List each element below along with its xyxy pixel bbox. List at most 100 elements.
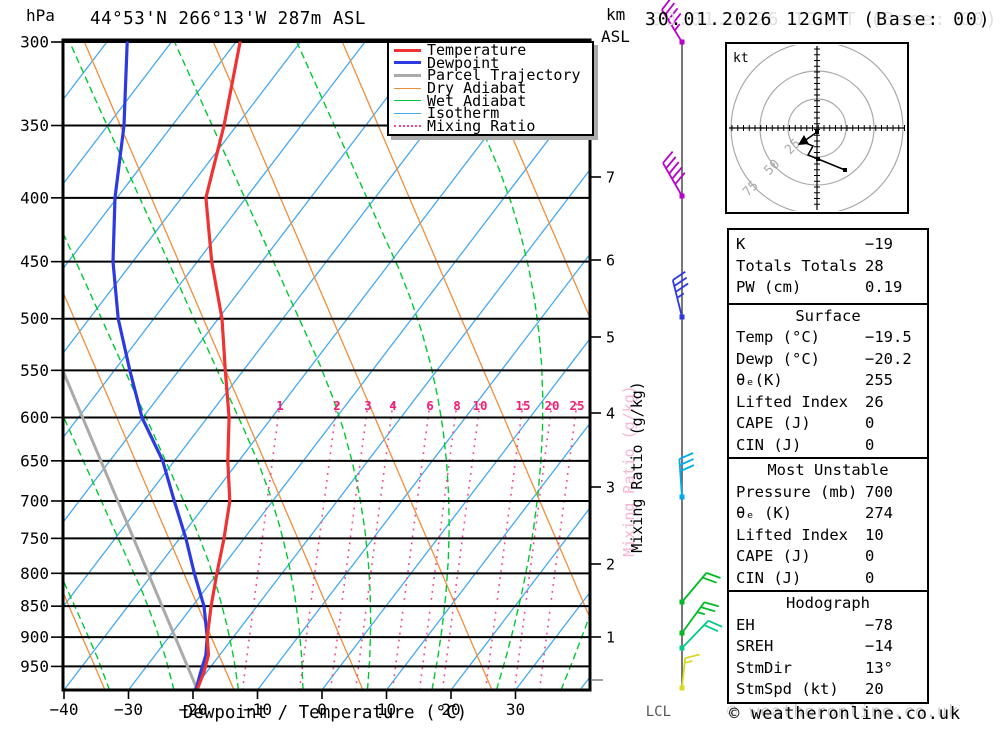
table-row-value: −19.5 [865,328,912,346]
temperature-tick-label: 0 [317,700,327,719]
sounding-indices-table: K −19 Totals Totals 28 PW (cm) 0.19 Surface Tem… [727,228,929,704]
table-row-value: 20 [865,680,884,698]
pressure-tick-label: 550 [20,361,49,380]
parcel_trajectory-curve [63,368,199,690]
altitude-tick-label: 2 [606,556,615,574]
wet-adiabat-line [68,40,304,690]
wet-adiabat-line [948,40,1000,690]
hodograph-ring-label: 75 [740,178,762,200]
table-row: Pressure (mb) 700 [729,482,927,504]
table-row-label: θₑ (K) [736,504,792,522]
hodograph-unit-label: kt [733,51,749,66]
table-row: θₑ(K) 255 [729,370,927,392]
table-row-value: 28 [865,256,884,275]
wind-barb-column [661,0,723,691]
copyright-label: © weatheronline.co.uk [729,704,961,724]
table-row: SREH −14 [729,636,927,658]
table-row-value: 700 [865,482,893,501]
legend-line-sample [394,87,421,89]
table-row-label: SREH [736,637,774,655]
wet-adiabat-line [63,414,175,690]
hodograph-ring-label: 50 [762,157,784,179]
table-row-value: −14 [865,637,893,655]
wind-barb-dot [679,193,685,199]
altitude-tick-label: 4 [606,405,615,423]
altitude-tick-label: 5 [606,329,615,347]
temperature-tick-label: 10 [377,700,396,719]
legend-item: Temperature [389,43,592,58]
table-row-value: 0 [865,547,875,565]
mixing-ratio-value-label: 15 [515,398,530,413]
dry-adiabat-line [469,40,590,320]
table-section-header: Surface [795,306,861,325]
legend-item: Parcel Trajectory [389,68,592,83]
dewpoint-curve [111,40,209,690]
altitude-tick-label: 1 [606,629,615,647]
isotherm-line [63,40,432,524]
isotherm-line [256,253,590,690]
wind-barb [662,151,686,199]
dry-adiabat-line [63,290,235,690]
legend-line-sample [394,48,421,52]
altitude-tick-label: 7 [606,169,615,187]
pressure-tick-label: 850 [20,597,49,616]
pressure-tick-label: 700 [20,491,49,510]
table-row: EH −78 [729,615,927,637]
table-row: PW (cm) 0.19 [729,277,927,299]
isotherm-line [63,40,109,101]
legend-item: Isotherm [389,104,592,123]
legend-item-label: Dewpoint [427,53,500,72]
wet-adiabat-line [173,40,372,690]
mixing-ratio-axis-label: Mixing Ratio (g/kg) [628,381,646,553]
table-row-label: K [736,235,746,253]
altitude-axis: 7 6 5 4 3 2 1 [590,169,615,681]
hodograph-ring-label: 25 [782,136,804,158]
isotherm-line [192,168,590,690]
temperature-axis-label: Dewpoint / Temperature (°C) [182,703,468,723]
mixing-ratio-line [298,402,338,690]
legend-item: Dewpoint [389,53,592,72]
table-row-label: Temp (°C) [736,328,820,346]
wind-barb-dot [679,39,685,45]
page-title: 44°53'N 266°13'W 287m ASL [90,9,366,29]
dry-adiabat-line [340,40,590,620]
pressure-tick-label: 900 [20,628,49,647]
mixing-ratio-value-label: 4 [389,398,397,413]
table-row-label: CIN (J) [736,568,802,587]
table-section: Surface Temp (°C) −19.5 Dewp (°C) −20.2 θₑ(K)… [727,302,929,459]
temperature-axis: −40 −30 −20 −10 0 10 20 30 [50,690,525,719]
pressure-tick-label: 450 [20,252,49,271]
pressure-tick-label: 350 [20,116,49,135]
table-section: Hodograph EH −78 SREH −14 StmDir 13° StmSpd (kt… [727,590,929,704]
table-row-label: Lifted Index [736,525,848,544]
hodograph-trace-dot [816,157,820,161]
table-row-value: 255 [865,371,893,389]
mixing-ratio-value-label: 10 [472,398,487,413]
mixing-ratio-value-label: 8 [453,398,461,413]
wind-barb [661,0,685,45]
wind-barb-dot [679,645,685,651]
wind-barb-dot [679,685,685,691]
table-row: Dewp (°C) −20.2 [729,349,927,371]
legend-box: Temperature Dewpoint Parcel Trajectory Dry … [387,41,594,137]
dry-adiabat-line [211,40,493,690]
dry-adiabat-line [63,590,106,690]
isotherm-line [321,337,590,690]
table-row-value: 0 [865,568,875,587]
table-section: Most Unstable Pressure (mb) 700 θₑ (K) 274 Li… [727,457,929,592]
table-row-value: 0 [865,435,875,454]
mixing-ratio-value-label: 25 [569,398,584,413]
table-row-label: Dewp (°C) [736,349,820,368]
table-section: K −19 Totals Totals 28 PW (cm) 0.19 [727,228,929,305]
legend-item-label: Isotherm [427,104,500,123]
pressure-tick-label: 300 [20,33,49,52]
table-row-value: 26 [865,392,884,411]
legend-item: Wet Adiabat [389,93,592,108]
table-row-value: 0.19 [865,278,903,296]
pressure-unit-label: hPa [26,6,55,25]
temperature-tick-label: 20 [441,700,460,719]
isotherm-line [63,40,496,608]
table-row: CAPE (J) 0 [729,546,927,568]
